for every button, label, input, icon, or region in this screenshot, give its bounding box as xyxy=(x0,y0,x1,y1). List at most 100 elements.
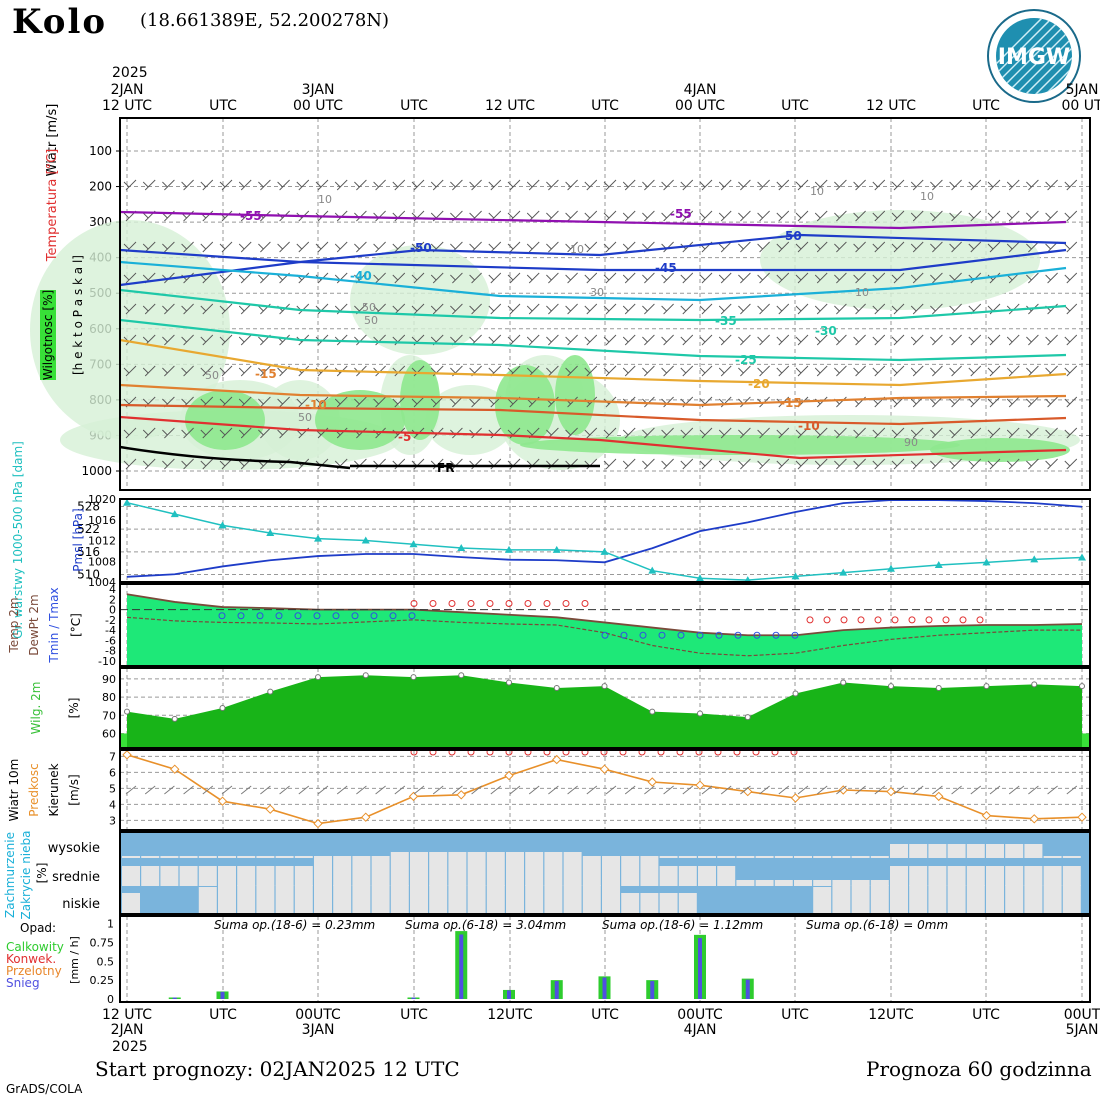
isotherm xyxy=(119,383,1067,407)
wind-barb xyxy=(605,785,617,795)
wind-barb xyxy=(200,458,214,470)
tmax-marker xyxy=(543,599,551,607)
wind-barb xyxy=(1026,272,1039,284)
precip-snow-bar xyxy=(554,981,559,999)
cloud-mid-bar xyxy=(640,858,659,886)
wind-barb xyxy=(334,396,348,408)
tmax-marker xyxy=(823,616,831,624)
wind-tick-label: 6 xyxy=(109,766,116,779)
thickness-marker xyxy=(552,545,561,553)
wind-barb xyxy=(836,785,847,795)
wind-barb xyxy=(1006,396,1020,408)
precip-tick-label: 0.5 xyxy=(97,955,115,968)
cloud-mid-bar xyxy=(333,858,352,886)
wind-barb xyxy=(317,785,329,795)
wind-barb xyxy=(642,458,655,470)
wind-barb xyxy=(315,179,329,191)
wind-barb xyxy=(1064,396,1078,408)
bottom-time-label: UTC xyxy=(591,1007,619,1023)
forecast-start: Start prognozy: 02JAN2025 12 UTC xyxy=(95,1057,460,1081)
precip-legend-3: Snieg xyxy=(6,976,40,990)
wind-barb xyxy=(1026,334,1039,346)
wind-barb xyxy=(720,785,732,795)
wind-barb xyxy=(219,365,233,377)
cloud-low-bar xyxy=(602,885,620,913)
cloud-mid-bar xyxy=(1043,866,1062,886)
wind-barb xyxy=(891,427,905,439)
wind-barb xyxy=(181,427,194,439)
temp-tick-label: -6 xyxy=(105,634,116,647)
cloud-high-bar xyxy=(122,856,140,858)
cloud-mid-bar xyxy=(294,866,313,886)
wind-barb xyxy=(584,303,598,315)
wind-barb xyxy=(507,241,521,253)
tmin-marker xyxy=(734,631,742,639)
wind-barb xyxy=(987,179,1001,191)
wind-tick-label: 4 xyxy=(109,798,116,811)
wind-barb xyxy=(680,303,694,315)
wind-barb xyxy=(430,303,444,315)
wind-barb xyxy=(930,241,943,253)
pmsl-tick-label: 1016 xyxy=(88,514,116,527)
wind-barb xyxy=(834,303,847,315)
wind-barb xyxy=(642,272,655,284)
cloud-low-bar xyxy=(410,885,428,913)
tmax-marker xyxy=(874,616,882,624)
wind-barb xyxy=(1008,785,1020,795)
wind-barb xyxy=(1026,396,1039,408)
tmax-marker xyxy=(581,599,589,607)
wind-barb xyxy=(221,785,233,795)
wind-barb xyxy=(814,303,828,315)
wind-barb xyxy=(834,396,847,408)
humidity-high-area xyxy=(315,390,405,450)
wind-barb xyxy=(565,272,578,284)
wind-speed-marker xyxy=(934,791,944,802)
wind-barb xyxy=(298,785,310,795)
thickness-marker xyxy=(170,510,179,518)
cloud-high-bar xyxy=(486,852,505,858)
wind-barb xyxy=(1045,303,1058,315)
wind-barb xyxy=(738,365,751,377)
wind-barb xyxy=(488,241,502,253)
tmax-marker xyxy=(562,599,570,607)
isotherm-label: -50 xyxy=(780,229,802,243)
cloud-high-bar xyxy=(448,852,467,858)
wind-barb xyxy=(968,334,982,346)
bottom-time-label: UTC xyxy=(972,1007,1000,1023)
cloud-high-bar xyxy=(621,856,640,858)
wind-barb xyxy=(603,241,617,253)
wind-barb xyxy=(757,365,770,377)
cloud-high-bar xyxy=(717,856,736,858)
wind-barb xyxy=(411,179,425,191)
wind-barb xyxy=(1064,334,1078,346)
cloud-level-label: srednie xyxy=(52,870,100,885)
tmax-marker xyxy=(857,616,865,624)
cloud-low-bar xyxy=(928,885,947,913)
cloud-high-bar xyxy=(294,856,313,858)
wind-barb xyxy=(968,427,982,439)
wind-barb xyxy=(219,396,233,408)
wind-barb xyxy=(507,334,521,346)
wind-barb xyxy=(740,785,751,795)
wind-barb xyxy=(488,179,502,191)
cloud-high-bar xyxy=(794,856,812,858)
cloud-mid-bar xyxy=(314,858,332,886)
wind-speed-marker xyxy=(265,804,275,814)
cloud-low-bar xyxy=(678,893,697,913)
wind-barb xyxy=(987,241,1001,253)
wind-barb xyxy=(565,303,578,315)
wind-barb xyxy=(718,427,732,439)
wind-barb xyxy=(795,458,809,470)
tmax-marker xyxy=(891,616,899,624)
temp-tick-label: -8 xyxy=(105,645,116,658)
precip-snow-bar xyxy=(602,977,607,999)
temp-tick-label: 4 xyxy=(109,583,116,596)
wind-speed-marker xyxy=(361,812,371,822)
humidity-marker xyxy=(1031,681,1038,688)
thickness-marker xyxy=(648,566,657,574)
cloud-high-bar xyxy=(352,856,371,858)
wind-barb xyxy=(699,210,713,222)
wind-barb xyxy=(910,241,924,253)
wind-barb xyxy=(219,272,233,284)
wind-barb xyxy=(968,458,982,470)
